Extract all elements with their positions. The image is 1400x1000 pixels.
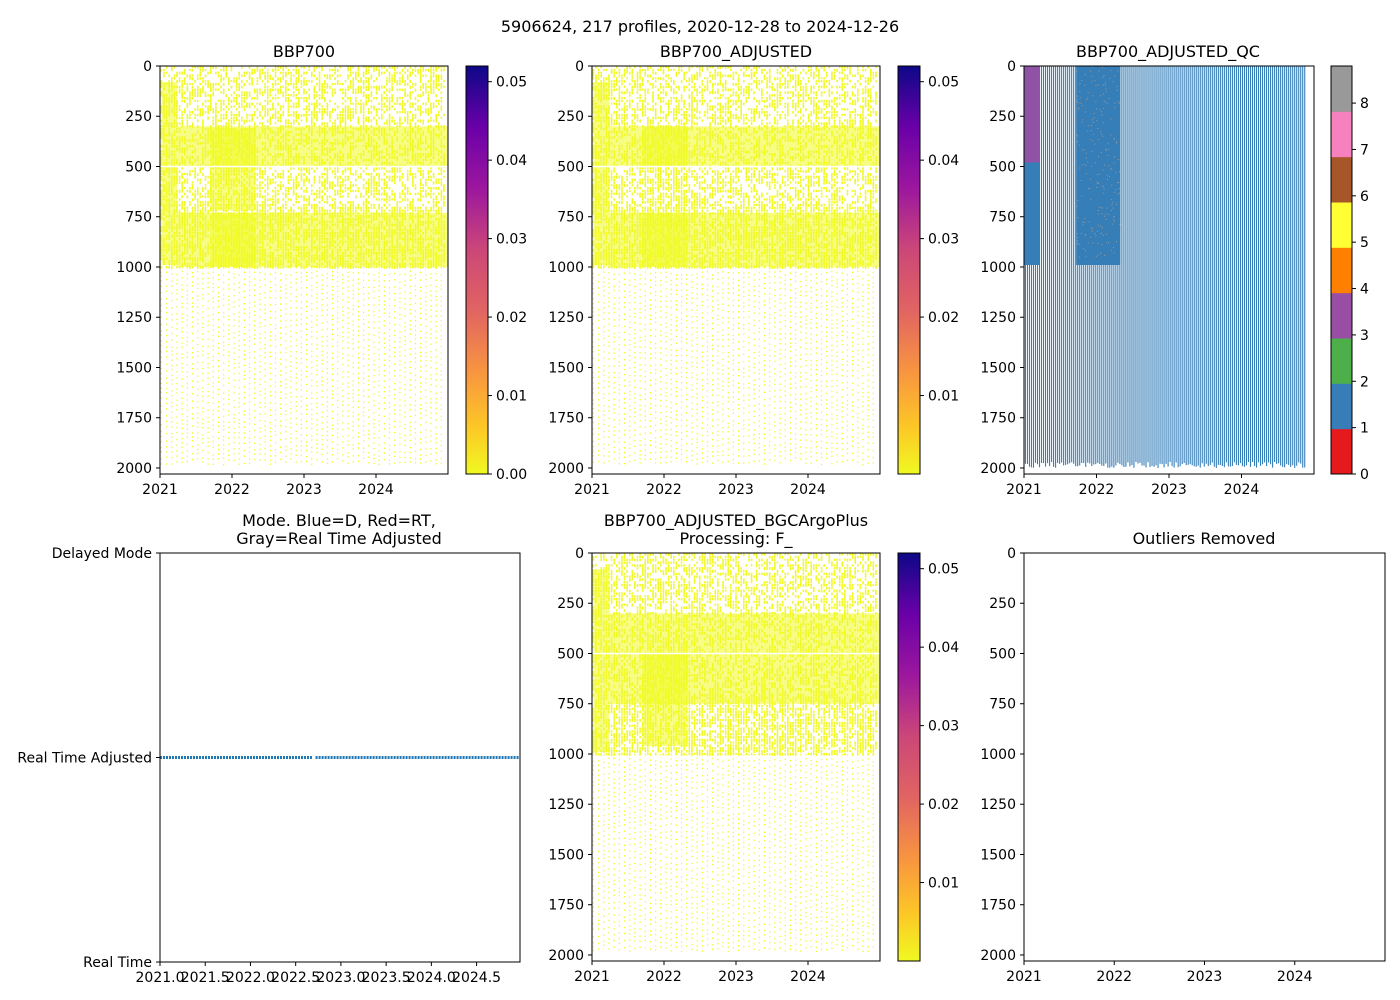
plot-area: 2021 2022 2023 2024025050075010001250150017… [116, 59, 448, 498]
panel-bbp700: BBP700 2021 2022 2023 202402505007501000125… [116, 42, 527, 498]
figure-suptitle: 5906624, 217 profiles, 2020-12-28 to 202… [501, 17, 899, 36]
panel-title: BBP700 [273, 42, 335, 61]
